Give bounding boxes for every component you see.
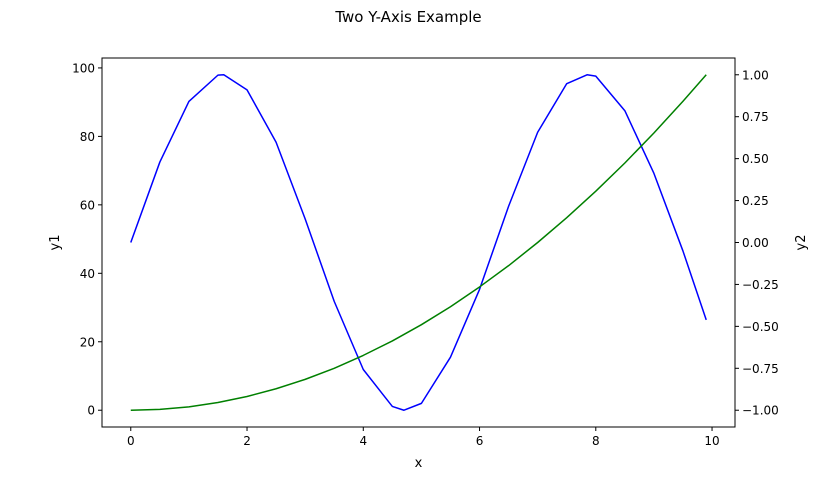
y-right-tick-label: 0.50 [742, 152, 769, 166]
plot-area [101, 57, 736, 428]
x-axis-label: x [415, 456, 423, 471]
y-right-tick-label: −1.00 [742, 404, 779, 418]
x-axis: 0 2 4 6 8 10 [127, 427, 720, 448]
series-line-2 [130, 74, 707, 411]
y-axis-right: −1.00 −0.75 −0.50 −0.25 0.00 0.25 0.50 0.75 1.00 [735, 68, 779, 418]
x-tick-label: 6 [476, 434, 484, 448]
x-tick-label: 10 [704, 434, 719, 448]
y-right-tick-label: 0.00 [742, 236, 769, 250]
x-tick-label: 2 [243, 434, 251, 448]
x-tick-label: 4 [359, 434, 367, 448]
y-right-tick-label: 0.75 [742, 110, 769, 124]
y-left-tick-label: 40 [80, 267, 95, 281]
series-line-1 [130, 74, 707, 411]
y-right-tick-label: 0.25 [742, 194, 769, 208]
y-left-tick-label: 80 [80, 130, 95, 144]
y-right-tick-label: 1.00 [742, 68, 769, 82]
plot-frame [101, 57, 736, 428]
y-right-tick-label: −0.75 [742, 362, 779, 376]
y-left-tick-label: 20 [80, 335, 95, 349]
y-left-tick-label: 100 [72, 61, 95, 75]
y-left-tick-label: 60 [80, 198, 95, 212]
x-tick-label: 8 [592, 434, 600, 448]
series-layer [130, 74, 707, 411]
y-right-tick-label: −0.50 [742, 320, 779, 334]
y-axis-left: 0 20 40 60 80 100 [72, 61, 102, 418]
y-axis-right-label: y2 [794, 235, 809, 251]
y-axis-left-label: y1 [48, 235, 63, 251]
x-tick-label: 0 [127, 434, 135, 448]
y-left-tick-label: 0 [87, 404, 95, 418]
y-right-tick-label: −0.25 [742, 278, 779, 292]
chart-title: Two Y-Axis Example [334, 8, 481, 26]
